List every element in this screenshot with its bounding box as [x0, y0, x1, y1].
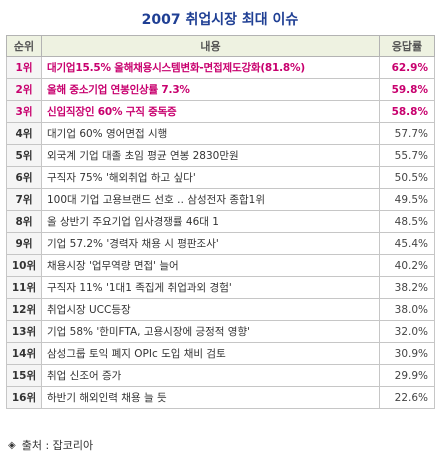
rank-cell: 15위	[6, 364, 42, 387]
rank-cell: 4위	[6, 122, 42, 145]
rate-cell: 57.7%	[379, 122, 435, 145]
rank-cell: 6위	[6, 166, 42, 189]
rank-cell: 8위	[6, 210, 42, 233]
header-content: 내용	[41, 35, 380, 57]
table-row: 7위 100대 기업 고용브랜드 선호 ‥ 삼성전자 종합1위 49.5%	[6, 188, 435, 211]
content-cell: 올 상반기 주요기업 입사경쟁률 46대 1	[41, 210, 380, 233]
content-cell: 채용시장 '업무역량 면접' 늘어	[41, 254, 380, 277]
source-note: ◈ 출처 : 잡코리아	[8, 437, 93, 453]
page-title: 2007 취업시장 최대 이슈	[141, 12, 299, 28]
rate-cell: 22.6%	[379, 386, 435, 409]
content-cell: 취업시장 UCC등장	[41, 298, 380, 321]
header-rank: 순위	[6, 35, 42, 57]
rate-cell: 58.8%	[379, 100, 435, 123]
table-row: 14위 삼성그룹 토익 폐지 OPIc 도입 채비 검토 30.9%	[6, 342, 435, 365]
rate-cell: 30.9%	[379, 342, 435, 365]
rate-cell: 32.0%	[379, 320, 435, 343]
rank-cell: 16위	[6, 386, 42, 409]
rate-cell: 38.0%	[379, 298, 435, 321]
rank-cell: 2위	[6, 78, 42, 101]
rank-cell: 12위	[6, 298, 42, 321]
table-row: 8위 올 상반기 주요기업 입사경쟁률 46대 1 48.5%	[6, 210, 435, 233]
content-cell: 100대 기업 고용브랜드 선호 ‥ 삼성전자 종합1위	[41, 188, 380, 211]
content-cell: 기업 57.2% '경력자 채용 시 평판조사'	[41, 232, 380, 255]
content-cell: 기업 58% '한미FTA, 고용시장에 긍정적 영향'	[41, 320, 380, 343]
rate-cell: 48.5%	[379, 210, 435, 233]
content-cell: 구직자 11% '1대1 족집게 취업과외 경험'	[41, 276, 380, 299]
header-rate: 응답률	[379, 35, 435, 57]
rank-cell: 11위	[6, 276, 42, 299]
table-row: 9위 기업 57.2% '경력자 채용 시 평판조사' 45.4%	[6, 232, 435, 255]
content-cell: 대기업15.5% 올해채용시스템변화-면접제도강화(81.8%)	[41, 56, 380, 79]
rate-cell: 38.2%	[379, 276, 435, 299]
content-cell: 신입직장인 60% 구직 중독증	[41, 100, 380, 123]
content-cell: 외국계 기업 대졸 초임 평균 연봉 2830만원	[41, 144, 380, 167]
content-cell: 대기업 60% 영어면접 시행	[41, 122, 380, 145]
rate-cell: 45.4%	[379, 232, 435, 255]
rate-cell: 50.5%	[379, 166, 435, 189]
table-row: 10위 채용시장 '업무역량 면접' 늘어 40.2%	[6, 254, 435, 277]
rate-cell: 55.7%	[379, 144, 435, 167]
table-row: 1위 대기업15.5% 올해채용시스템변화-면접제도강화(81.8%) 62.9%	[6, 56, 435, 79]
table-row: 11위 구직자 11% '1대1 족집게 취업과외 경험' 38.2%	[6, 276, 435, 299]
rank-cell: 5위	[6, 144, 42, 167]
rank-cell: 13위	[6, 320, 42, 343]
rate-cell: 40.2%	[379, 254, 435, 277]
rank-cell: 10위	[6, 254, 42, 277]
content-cell: 삼성그룹 토익 폐지 OPIc 도입 채비 검토	[41, 342, 380, 365]
table-row: 5위 외국계 기업 대졸 초임 평균 연봉 2830만원 55.7%	[6, 144, 435, 167]
rate-cell: 59.8%	[379, 78, 435, 101]
table-row: 4위 대기업 60% 영어면접 시행 57.7%	[6, 122, 435, 145]
table-row: 6위 구직자 75% '해외취업 하고 싶다' 50.5%	[6, 166, 435, 189]
table-row: 16위 하반기 해외인력 채용 늘 듯 22.6%	[6, 386, 435, 409]
issue-table: 순위 내용 응답률 1위 대기업15.5% 올해채용시스템변화-면접제도강화(81…	[6, 35, 435, 409]
content-cell: 올해 중소기업 연봉인상률 7.3%	[41, 78, 380, 101]
table-row: 12위 취업시장 UCC등장 38.0%	[6, 298, 435, 321]
content-cell: 하반기 해외인력 채용 늘 듯	[41, 386, 380, 409]
source-text: 출처 : 잡코리아	[21, 439, 94, 452]
content-cell: 구직자 75% '해외취업 하고 싶다'	[41, 166, 380, 189]
rate-cell: 29.9%	[379, 364, 435, 387]
table-row: 3위 신입직장인 60% 구직 중독증 58.8%	[6, 100, 435, 123]
diamond-icon: ◈	[8, 439, 16, 451]
rate-cell: 62.9%	[379, 56, 435, 79]
rank-cell: 1위	[6, 56, 42, 79]
table-row: 15위 취업 신조어 증가 29.9%	[6, 364, 435, 387]
rank-cell: 14위	[6, 342, 42, 365]
table-header-row: 순위 내용 응답률	[6, 35, 435, 57]
table-row: 2위 올해 중소기업 연봉인상률 7.3% 59.8%	[6, 78, 435, 101]
rank-cell: 3위	[6, 100, 42, 123]
content-cell: 취업 신조어 증가	[41, 364, 380, 387]
rank-cell: 9위	[6, 232, 42, 255]
table-row: 13위 기업 58% '한미FTA, 고용시장에 긍정적 영향' 32.0%	[6, 320, 435, 343]
rate-cell: 49.5%	[379, 188, 435, 211]
rank-cell: 7위	[6, 188, 42, 211]
